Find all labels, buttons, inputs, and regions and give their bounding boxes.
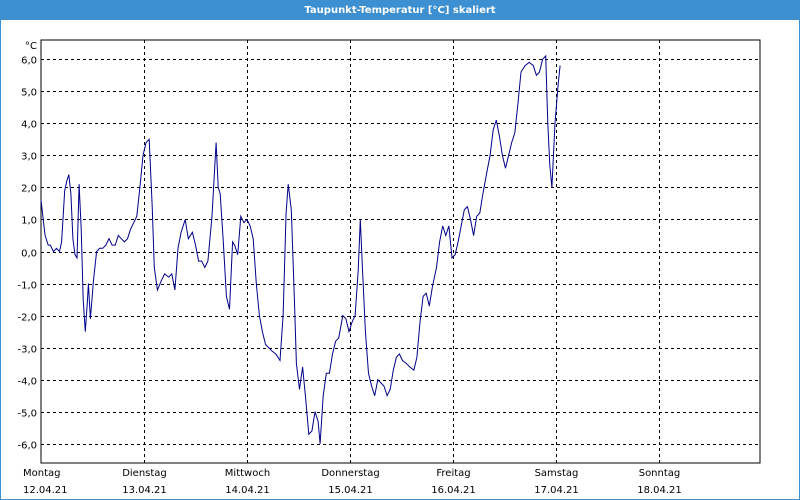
y-tick-label: -4,0	[17, 377, 37, 388]
plot-area	[40, 39, 761, 464]
x-date-label: 18.04.21	[637, 485, 682, 496]
x-day-label: Sonntag	[639, 468, 681, 479]
x-day-label: Freitag	[436, 468, 470, 479]
x-date-label: 17.04.21	[534, 485, 579, 496]
dewpoint-series-line	[40, 54, 561, 444]
y-tick-label: -3,0	[17, 345, 37, 356]
y-tick-label: 1,0	[21, 216, 37, 227]
x-date-label: 14.04.21	[225, 485, 270, 496]
x-day-label: Mittwoch	[225, 468, 270, 479]
x-day-label: Samstag	[535, 468, 579, 479]
y-tick-label: 3,0	[21, 152, 37, 163]
y-tick-label: 5,0	[21, 88, 37, 99]
x-day-label: Donnerstag	[321, 468, 379, 479]
y-tick-label: 0,0	[21, 249, 37, 260]
x-day-label: Dienstag	[122, 468, 167, 479]
y-tick-label: -1,0	[17, 281, 37, 292]
chart-title: Taupunkt-Temperatur [°C] skaliert	[304, 5, 496, 16]
title-bar: Taupunkt-Temperatur [°C] skaliert	[1, 1, 799, 20]
x-date-label: 15.04.21	[328, 485, 373, 496]
y-tick-label: 4,0	[21, 120, 37, 131]
y-tick-label: 6,0	[21, 56, 37, 67]
y-unit-label: °C	[25, 41, 37, 52]
y-tick-label: -2,0	[17, 313, 37, 324]
x-day-label: Montag	[23, 468, 60, 479]
y-tick-label: -5,0	[17, 409, 37, 420]
y-tick-label: 2,0	[21, 184, 37, 195]
x-date-label: 13.04.21	[122, 485, 167, 496]
x-date-label: 16.04.21	[431, 485, 476, 496]
y-tick-label: -6,0	[17, 441, 37, 452]
x-date-label: 12.04.21	[23, 485, 68, 496]
